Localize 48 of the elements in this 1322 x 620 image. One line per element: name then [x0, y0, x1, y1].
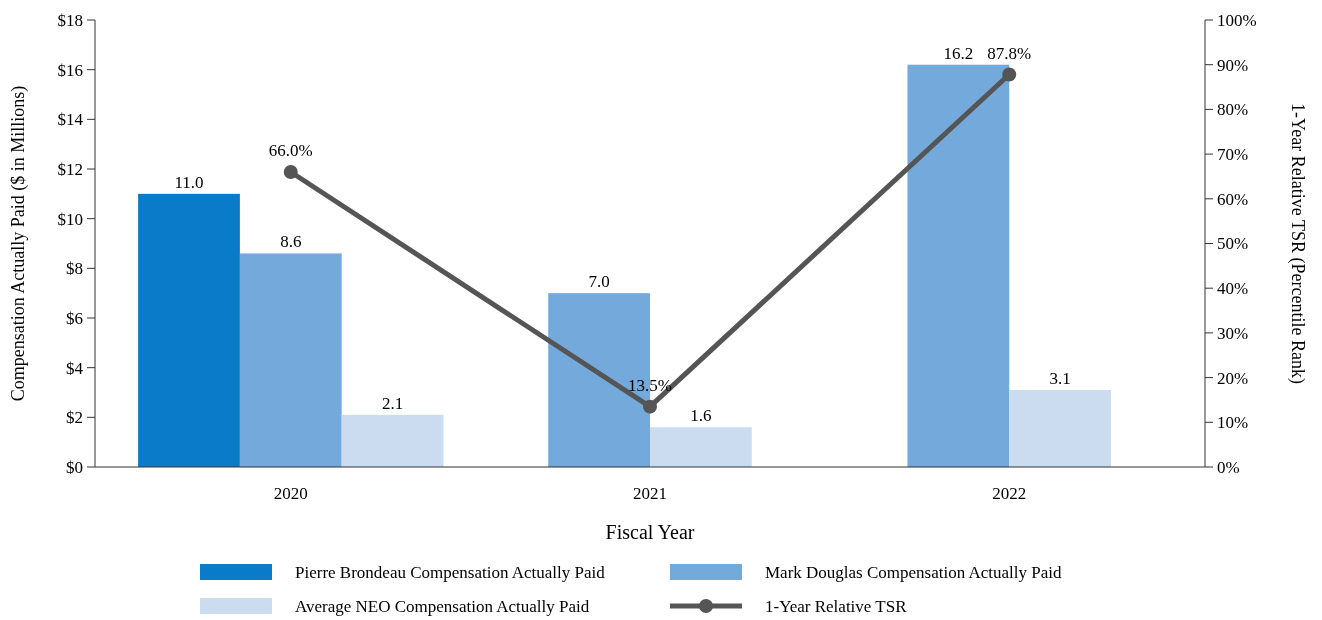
legend-label: Average NEO Compensation Actually Paid: [295, 596, 590, 616]
data-label: 7.0: [588, 272, 610, 292]
y-tick-label: $14: [57, 110, 84, 130]
y-tick-label: $10: [57, 209, 83, 229]
data-label: 16.2: [943, 43, 974, 63]
y2-tick-label: 60%: [1217, 189, 1249, 209]
legend-label: Pierre Brondeau Compensation Actually Paid: [295, 562, 606, 582]
data-label: 66.0%: [268, 140, 313, 160]
y2-tick-label: 50%: [1217, 234, 1249, 254]
bar: [907, 64, 1010, 467]
y2-tick-label: 0%: [1217, 457, 1240, 477]
y2-tick-label: 10%: [1217, 413, 1249, 433]
data-label: 11.0: [174, 172, 204, 192]
y2-tick-label: 80%: [1217, 100, 1249, 120]
y-tick-label: $4: [66, 358, 84, 378]
data-label: 2.1: [381, 393, 404, 413]
point: [283, 164, 298, 179]
y2-tick-label: 70%: [1217, 145, 1249, 165]
data-label: 1.6: [690, 406, 712, 426]
data-label: 8.6: [280, 232, 302, 252]
bar: [239, 253, 342, 467]
bar: [138, 193, 240, 467]
x-tick-label: 2020: [273, 484, 308, 503]
y2-tick-label: 40%: [1217, 279, 1249, 299]
y-axis-title: Compensation Actually Paid ($ in Millions): [8, 85, 29, 402]
y2-axis-title: 1-Year Relative TSR (Percentile Rank): [1287, 103, 1308, 384]
y-tick-label: $6: [66, 308, 83, 328]
point: [643, 399, 657, 414]
x-tick-label: 2021: [633, 484, 667, 503]
y-tick-label: $16: [57, 60, 83, 80]
point: [1002, 67, 1017, 82]
x-tick-label: 2022: [992, 484, 1027, 503]
legend-label: 1-Year Relative TSR: [765, 596, 908, 616]
y-tick-label: $8: [66, 259, 83, 279]
y2-tick-label: 30%: [1217, 323, 1249, 343]
y-tick-label: $0: [66, 457, 83, 477]
data-label: 87.8%: [987, 43, 1032, 63]
y-tick-label: $2: [66, 408, 83, 428]
y-tick-label: $12: [57, 159, 83, 179]
data-label: 3.1: [1049, 369, 1071, 389]
y-tick-label: $18: [57, 10, 83, 30]
y2-tick-label: 90%: [1217, 55, 1249, 75]
legend-label: Mark Douglas Compensation Actually Paid: [765, 562, 1063, 582]
y2-tick-label: 20%: [1217, 368, 1249, 388]
bar: [341, 414, 444, 467]
x-axis-title: Fiscal Year: [605, 521, 695, 543]
y2-tick-label: 100%: [1217, 10, 1257, 30]
bar: [1009, 390, 1111, 467]
